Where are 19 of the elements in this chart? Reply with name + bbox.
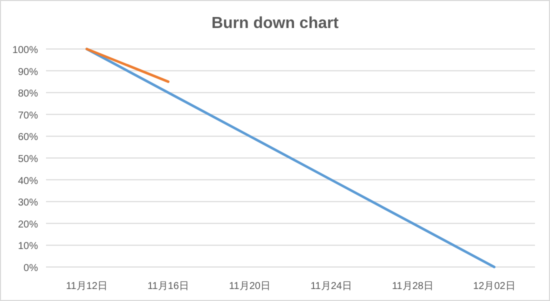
- chart-title: Burn down chart: [211, 15, 340, 32]
- y-tick-label: 10%: [18, 241, 38, 252]
- y-tick-label: 0%: [24, 263, 38, 274]
- x-tick-label: 11月16日: [147, 281, 190, 292]
- y-tick-label: 30%: [18, 198, 38, 209]
- x-tick-label: 11月24日: [310, 281, 352, 292]
- y-tick-label: 80%: [18, 88, 38, 100]
- line-series: [86, 48, 496, 268]
- y-tick-label: 40%: [18, 176, 38, 187]
- y-tick-label: 100%: [12, 45, 38, 56]
- y-tick-label: 90%: [18, 66, 38, 78]
- y-tick-label: 60%: [18, 132, 38, 144]
- x-tick-label: 11月12日: [66, 281, 108, 292]
- x-tick-label: 12月02日: [473, 281, 516, 292]
- x-tick-label: 11月20日: [228, 281, 271, 292]
- y-tick-label: 70%: [18, 110, 38, 122]
- x-tick-label: 11月28日: [392, 281, 434, 292]
- y-tick-label: 50%: [18, 154, 38, 165]
- y-tick-label: 20%: [18, 219, 38, 230]
